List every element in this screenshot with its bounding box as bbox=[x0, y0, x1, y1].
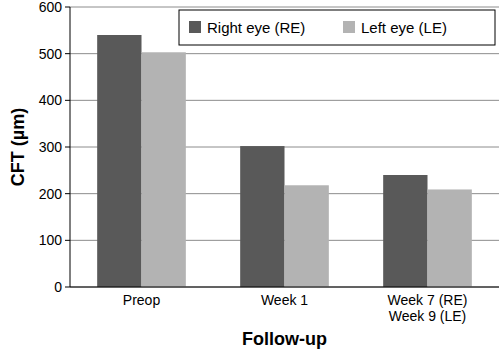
bar bbox=[240, 146, 284, 287]
chart-svg: 0 100 200 300 400 500 600 Preop Week 1 Week 7 (RE… bbox=[0, 0, 500, 353]
bar bbox=[142, 52, 186, 287]
bar bbox=[285, 185, 329, 287]
y-tick bbox=[65, 7, 70, 8]
x-tick-label-line: Week 9 (LE) bbox=[389, 308, 467, 324]
y-tick-label: 600 bbox=[39, 0, 63, 15]
y-axis bbox=[70, 7, 71, 287]
y-tick-label: 200 bbox=[39, 186, 63, 202]
bar bbox=[428, 189, 472, 287]
legend: Right eye (RE) Left eye (LE) bbox=[179, 10, 495, 45]
x-axis-label: Follow-up bbox=[242, 329, 327, 349]
grid-line bbox=[70, 7, 499, 8]
x-tick-label: Week 1 bbox=[261, 292, 308, 308]
legend-swatch bbox=[343, 21, 355, 33]
legend-label: Left eye (LE) bbox=[361, 19, 447, 36]
x-axis bbox=[70, 287, 499, 288]
y-tick-label: 500 bbox=[39, 46, 63, 62]
bar bbox=[383, 175, 427, 287]
y-tick bbox=[65, 193, 70, 194]
x-tick-label: Week 7 (RE)Week 9 (LE) bbox=[388, 292, 468, 324]
y-tick bbox=[65, 53, 70, 54]
y-axis-label: CFT (µm) bbox=[8, 108, 28, 186]
y-tick bbox=[65, 240, 70, 241]
y-tick-label: 100 bbox=[39, 232, 63, 248]
bar bbox=[97, 35, 141, 287]
x-tick-label-line: Week 1 bbox=[261, 292, 308, 308]
y-tick bbox=[65, 147, 70, 148]
y-tick bbox=[65, 287, 70, 288]
legend-box bbox=[179, 10, 495, 45]
y-tick-label: 400 bbox=[39, 92, 63, 108]
x-tick-label-line: Week 7 (RE) bbox=[388, 292, 468, 308]
y-tick-label: 300 bbox=[39, 139, 63, 155]
x-tick-label-line: Preop bbox=[123, 292, 161, 308]
y-tick bbox=[65, 100, 70, 101]
bars bbox=[97, 35, 472, 287]
chart-container: 0 100 200 300 400 500 600 Preop Week 1 Week 7 (RE… bbox=[0, 0, 500, 353]
legend-swatch bbox=[189, 21, 201, 33]
y-tick-label: 0 bbox=[54, 279, 62, 295]
grid-line bbox=[70, 287, 499, 288]
legend-label: Right eye (RE) bbox=[207, 19, 305, 36]
x-tick-label: Preop bbox=[123, 292, 161, 308]
